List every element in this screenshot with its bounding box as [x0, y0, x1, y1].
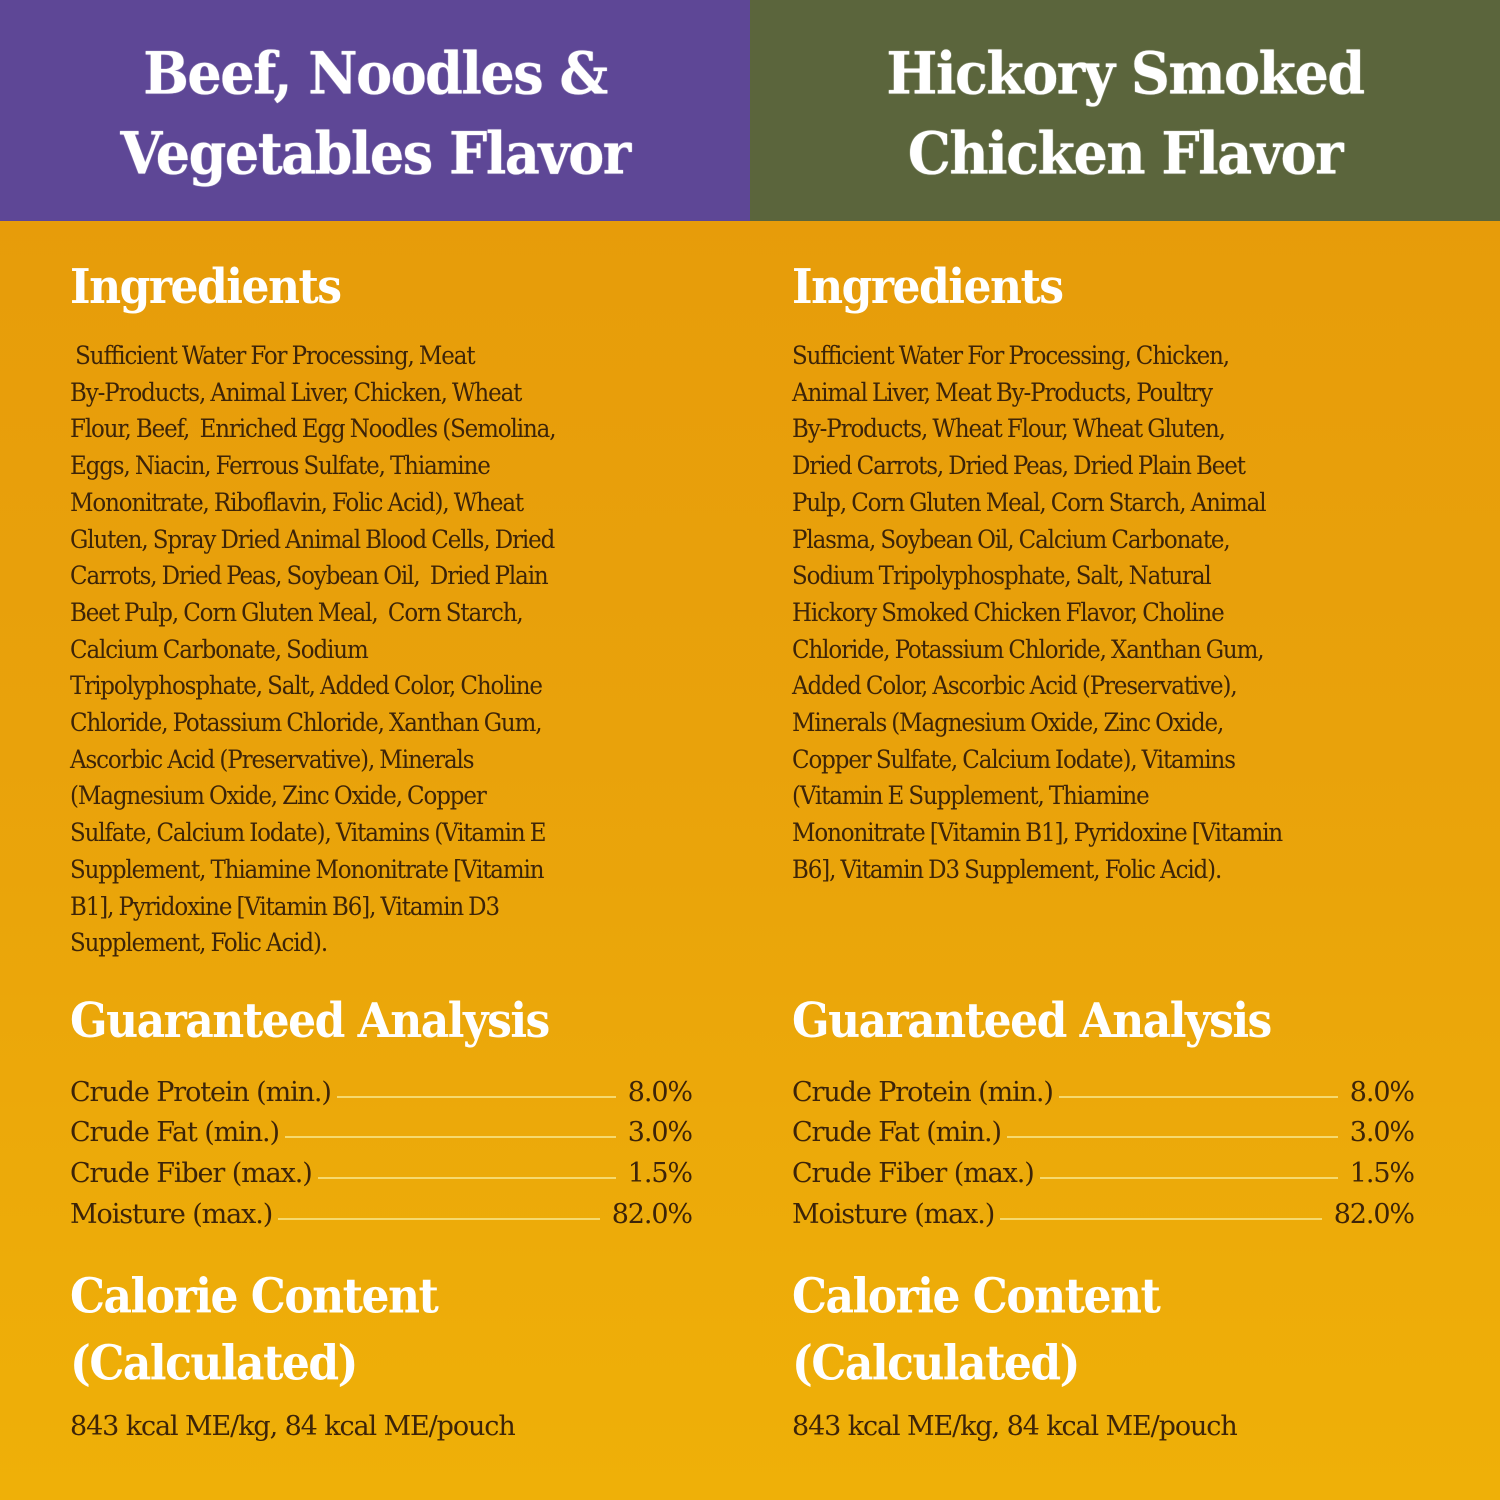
ingredients-line: Carrots, Dried Peas, Soybean Oil, Dried … — [70, 561, 549, 592]
analysis-label: Moisture (max.) — [70, 1198, 273, 1230]
analysis-label: Crude Fat (min.) — [70, 1117, 280, 1149]
ingredients-line: Sufficient Water For Processing, Meat — [70, 341, 475, 371]
ingredients-line: Sufficient Water For Processing, Chicken… — [792, 341, 1230, 371]
guaranteed-analysis-heading: Guaranteed Analysis — [70, 993, 550, 1049]
analysis-value: 3.0% — [1349, 1117, 1415, 1149]
ingredients-line: Sodium Tripolyphosphate, Salt, Natural — [792, 561, 1212, 592]
ingredients-line: Flour, Beef, Enriched Egg Noodles (Semol… — [70, 414, 557, 445]
analysis-label: Crude Fiber (max.) — [70, 1158, 313, 1190]
calorie-content-heading: Calorie Content (Calculated) — [792, 1269, 1161, 1392]
leader-line — [278, 1217, 600, 1220]
ingredients-line: Chloride, Potassium Chloride, Xanthan Gu… — [70, 708, 543, 739]
calorie-content-text: 843 kcal ME/kg, 84 kcal ME/pouch — [70, 1411, 516, 1442]
analysis-row: Crude Fiber (max.) 1.5% — [792, 1148, 1415, 1190]
ingredients-list: Sufficient Water For Processing, Meat By… — [70, 338, 710, 962]
ingredients-line: Calcium Carbonate, Sodium — [70, 634, 369, 665]
ingredients-line: Sulfate, Calcium Iodate), Vitamins (Vita… — [70, 818, 546, 849]
analysis-row: Crude Protein (min.) 8.0% — [792, 1067, 1415, 1108]
beef-flavor-header: Beef, Noodles & Vegetables Flavor — [0, 0, 750, 221]
analysis-label: Crude Fiber (max.) — [792, 1158, 1035, 1190]
analysis-label: Moisture (max.) — [792, 1198, 995, 1230]
ingredients-line: Minerals (Magnesium Oxide, Zinc Oxide, — [792, 708, 1224, 739]
ingredients-line: Plasma, Soybean Oil, Calcium Carbonate, — [792, 524, 1231, 555]
guaranteed-analysis-table: Crude Protein (min.) 8.0% Crude Fat (min… — [70, 1067, 693, 1230]
analysis-value: 8.0% — [627, 1076, 693, 1108]
analysis-row: Crude Protein (min.) 8.0% — [70, 1067, 693, 1108]
analysis-value: 8.0% — [1349, 1076, 1415, 1108]
ingredients-line: Supplement, Folic Acid). — [70, 928, 328, 959]
beef-flavor-title: Beef, Noodles & Vegetables Flavor — [120, 37, 631, 188]
analysis-label: Crude Fat (min.) — [792, 1117, 1002, 1149]
ingredients-list: Sufficient Water For Processing, Chicken… — [792, 338, 1442, 889]
guaranteed-analysis-heading: Guaranteed Analysis — [792, 993, 1272, 1049]
analysis-value: 1.5% — [627, 1158, 693, 1190]
ingredients-line: (Magnesium Oxide, Zinc Oxide, Copper — [70, 781, 487, 812]
ingredients-line: Eggs, Niacin, Ferrous Sulfate, Thiamine — [70, 451, 491, 482]
analysis-value: 3.0% — [627, 1117, 693, 1149]
ingredients-line: Ascorbic Acid (Preservative), Minerals — [70, 744, 475, 775]
analysis-label: Crude Protein (min.) — [792, 1076, 1054, 1108]
flavor-header-row: Beef, Noodles & Vegetables Flavor Hickor… — [0, 0, 1500, 221]
ingredients-line: Pulp, Corn Gluten Meal, Corn Starch, Ani… — [792, 487, 1267, 518]
analysis-value: 82.0% — [1333, 1198, 1415, 1230]
ingredients-line: B6], Vitamin D3 Supplement, Folic Acid). — [792, 854, 1222, 885]
leader-line — [1006, 1136, 1338, 1139]
ingredients-line: Beet Pulp, Corn Gluten Meal, Corn Starch… — [70, 597, 524, 628]
chicken-flavor-header: Hickory Smoked Chicken Flavor — [750, 0, 1500, 221]
leader-line — [1000, 1217, 1322, 1220]
calorie-content-text: 843 kcal ME/kg, 84 kcal ME/pouch — [792, 1411, 1238, 1442]
analysis-value: 1.5% — [1349, 1158, 1415, 1190]
ingredients-line: By-Products, Wheat Flour, Wheat Gluten, — [792, 414, 1226, 445]
ingredients-line: Chloride, Potassium Chloride, Xanthan Gu… — [792, 634, 1265, 665]
ingredients-line: Mononitrate, Riboflavin, Folic Acid), Wh… — [70, 487, 524, 518]
ingredients-line: Dried Carrots, Dried Peas, Dried Plain B… — [792, 451, 1246, 482]
analysis-row: Crude Fat (min.) 3.0% — [70, 1108, 693, 1149]
analysis-value: 82.0% — [611, 1198, 693, 1230]
ingredients-line: Mononitrate [Vitamin B1], Pyridoxine [Vi… — [792, 818, 1283, 849]
chicken-flavor-title: Hickory Smoked Chicken Flavor — [886, 37, 1365, 188]
analysis-row: Crude Fiber (max.) 1.5% — [70, 1148, 693, 1190]
analysis-row: Crude Fat (min.) 3.0% — [792, 1108, 1415, 1149]
leader-line — [1058, 1095, 1338, 1098]
ingredients-line: By-Products, Animal Liver, Chicken, Whea… — [70, 377, 522, 408]
ingredients-line: Animal Liver, Meat By-Products, Poultry — [792, 377, 1213, 408]
ingredients-line: Hickory Smoked Chicken Flavor, Choline — [792, 597, 1225, 628]
ingredients-line: Supplement, Thiamine Mononitrate [Vitami… — [70, 854, 545, 885]
ingredients-line: Gluten, Spray Dried Animal Blood Cells, … — [70, 524, 555, 555]
ingredients-line: Tripolyphosphate, Salt, Added Color, Cho… — [70, 671, 543, 702]
leader-line — [336, 1095, 616, 1098]
analysis-row: Moisture (max.) 82.0% — [70, 1189, 693, 1230]
guaranteed-analysis-table: Crude Protein (min.) 8.0% Crude Fat (min… — [792, 1067, 1415, 1230]
ingredients-heading: Ingredients — [792, 259, 1064, 315]
analysis-label: Crude Protein (min.) — [70, 1076, 332, 1108]
analysis-row: Moisture (max.) 82.0% — [792, 1189, 1415, 1230]
ingredients-line: B1], Pyridoxine [Vitamin B6], Vitamin D3 — [70, 891, 500, 922]
calorie-content-heading: Calorie Content (Calculated) — [70, 1269, 439, 1392]
ingredients-heading: Ingredients — [70, 259, 342, 315]
leader-line — [284, 1136, 616, 1139]
leader-line — [317, 1177, 616, 1180]
ingredients-line: Added Color, Ascorbic Acid (Preservative… — [792, 671, 1238, 702]
leader-line — [1039, 1177, 1338, 1180]
ingredients-line: (Vitamin E Supplement, Thiamine — [792, 781, 1150, 812]
ingredients-line: Copper Sulfate, Calcium Iodate), Vitamin… — [792, 744, 1236, 775]
